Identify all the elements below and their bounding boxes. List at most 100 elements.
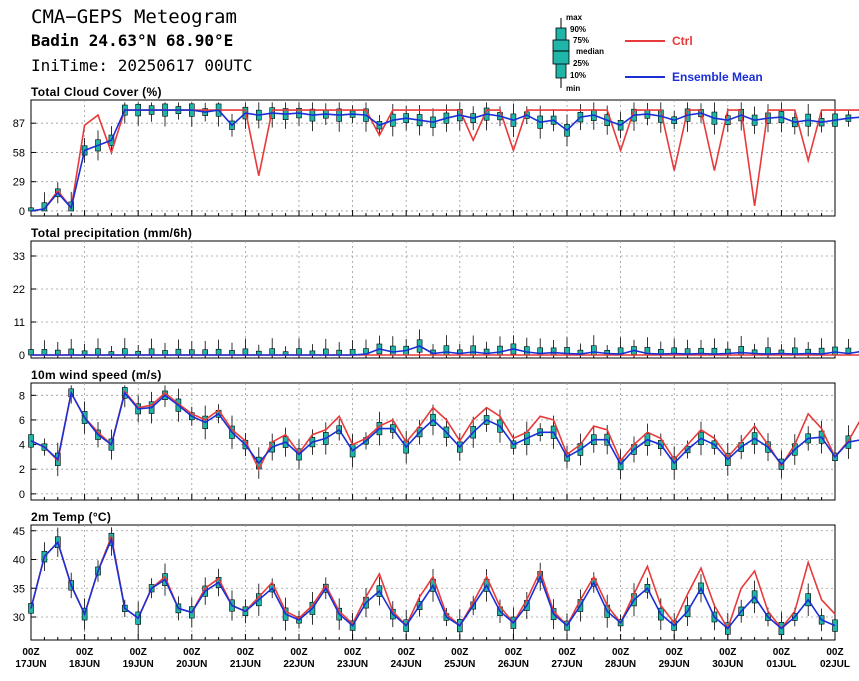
box-glyph [135,344,141,356]
init-time: IniTime: 20250617 00UTC [31,56,253,75]
box-glyph [215,339,222,356]
box-glyph [282,346,289,356]
x-tick-hour-label: 00Z [719,647,736,658]
box [242,348,249,356]
y-tick-label: 0 [19,350,25,362]
box-glyph [791,337,798,356]
box-glyph [309,102,316,132]
y-tick-label: 4 [19,440,25,452]
box-glyph [175,339,182,356]
box [148,348,155,356]
ctrl-line [30,533,836,631]
x-tick-date-label: 27JUN [551,659,582,670]
box-glyph [41,340,48,356]
y-tick-label: 58 [13,147,25,159]
box [443,345,450,356]
x-tick-hour-label: 00Z [183,647,200,658]
y-tick-label: 11 [14,317,25,329]
x-tick-hour-label: 00Z [344,647,361,658]
box-glyph [336,102,343,132]
box-glyph [671,338,678,356]
x-tick-date-label: 02JUL [820,659,850,670]
box-glyph [765,337,771,356]
box [497,345,503,356]
boxplot-label-90: 90% [570,25,587,34]
box [122,348,128,356]
boxplot-label-max: max [566,13,583,22]
x-tick-date-label: 24JUN [391,659,422,670]
box [322,348,329,356]
ctrl-line [30,109,859,212]
x-tick-date-label: 20JUN [176,659,207,670]
box-glyph [189,102,195,127]
y-tick-label: 2 [19,464,25,476]
box [28,349,34,356]
boxplot-label-25: 25% [573,59,590,68]
chart-title: CMA−GEPS Meteogram [31,6,237,28]
x-tick-date-label: 19JUN [123,659,154,670]
box [832,619,838,632]
box [28,434,34,448]
legend-ctrl-label: Ctrl [672,34,693,48]
box [550,347,557,356]
box-glyph [189,341,195,356]
x-tick-hour-label: 00Z [773,647,790,658]
box-glyph [255,344,262,356]
box-glyph [322,338,329,356]
panel-title: 2m Temp (°C) [31,510,111,524]
y-tick-label: 35 [13,583,25,595]
y-tick-label: 29 [13,177,25,189]
x-tick-hour-label: 00Z [398,647,415,658]
box-glyph [296,338,302,356]
box-glyph [135,102,141,126]
y-tick-label: 33 [13,251,25,263]
box-glyph [68,339,74,356]
x-tick-hour-label: 00Z [612,647,629,658]
x-tick-hour-label: 00Z [826,647,843,658]
box-glyph [202,340,208,356]
box [41,349,48,356]
box-glyph [162,342,168,356]
x-tick-date-label: 25JUN [444,659,475,670]
box-glyph [631,339,637,355]
box-glyph [684,339,691,356]
x-tick-date-label: 18JUN [69,659,100,670]
x-tick-hour-label: 00Z [290,647,307,658]
x-tick-date-label: 17JUN [15,659,46,670]
y-tick-label: 87 [13,118,25,130]
y-tick-label: 22 [13,284,25,296]
x-tick-date-label: 01JUL [766,659,796,670]
panel-title: Total Cloud Cover (%) [31,85,162,99]
y-tick-label: 40 [13,555,25,567]
legend-ensemble-mean-label: Ensemble Mean [672,70,763,84]
x-tick-date-label: 23JUN [337,659,368,670]
box-glyph [711,338,718,356]
box-glyph [349,340,356,356]
ensemble-mean-line [30,536,836,630]
box-glyph [28,424,34,458]
x-tick-hour-label: 00Z [130,647,147,658]
x-tick-hour-label: 00Z [76,647,93,658]
x-tick-date-label: 29JUN [659,659,690,670]
box [590,345,597,356]
box [215,348,222,356]
box-glyph [510,335,517,355]
panel-title: 10m wind speed (m/s) [31,368,162,382]
box-glyph [95,338,101,356]
box-glyph [657,341,664,356]
box-glyph [617,337,624,356]
box [269,348,276,356]
box-glyph [122,338,128,356]
panel-4: 2m Temp (°C) 30 35 40 45 [13,510,838,641]
box-glyph [456,102,463,131]
box-glyph [309,344,316,356]
box-glyph [148,102,155,122]
box-glyph [269,338,276,356]
panel-1: Total Cloud Cover (%) 0 29 58 87 [13,85,859,218]
ensemble-mean-line [30,109,859,212]
x-tick-date-label: 28JUN [605,659,636,670]
box-glyph [28,202,34,212]
panel-3: 10m wind speed (m/s) 0 2 4 6 8 [19,368,859,501]
box-glyph [564,337,570,356]
